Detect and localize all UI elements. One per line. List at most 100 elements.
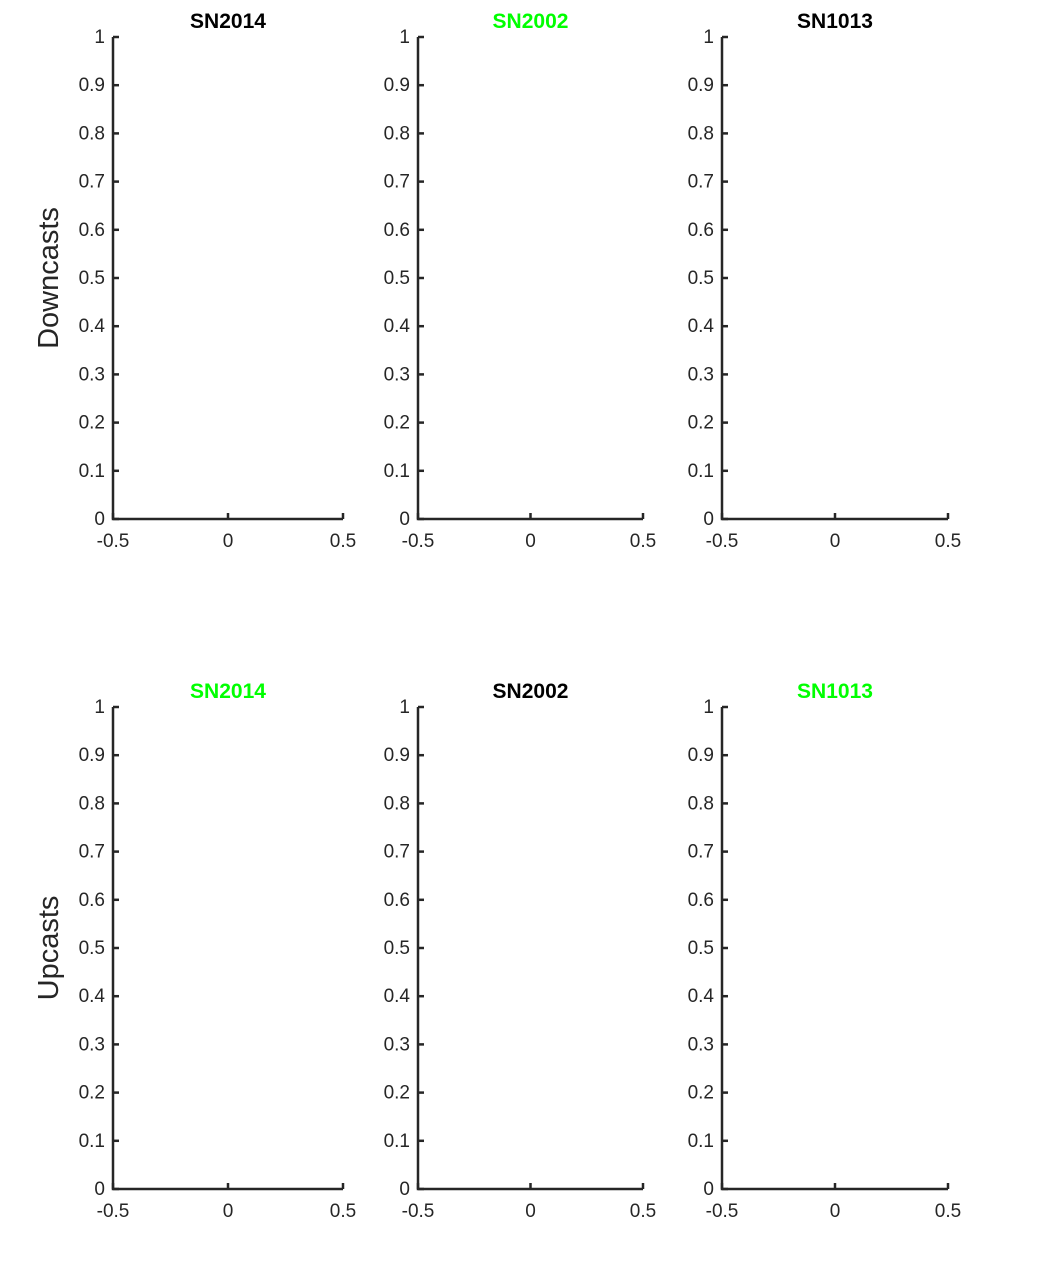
y-tick-label: 0.8 (384, 793, 410, 814)
y-tick-label: 1 (94, 697, 105, 718)
y-tick-label: 1 (399, 697, 410, 718)
y-tick-label: 0.2 (688, 1083, 714, 1104)
x-tick-label: 0 (830, 531, 841, 552)
y-tick-label: 0.3 (79, 364, 105, 385)
y-tick-label: 0.6 (384, 220, 410, 241)
y-tick-label: 0.2 (79, 1083, 105, 1104)
y-tick-label: 0.9 (79, 75, 105, 96)
y-tick-label: 0.3 (79, 1034, 105, 1055)
y-tick-label: 0.4 (79, 986, 106, 1007)
subplot-6: 00.10.20.30.40.50.60.70.80.91-0.5 0 0.5SN1… (688, 680, 962, 1222)
y-tick-label: 0.9 (384, 75, 410, 96)
y-tick-label: 0 (94, 509, 105, 530)
axis-spines (720, 707, 948, 1191)
x-tick-label: 0 (223, 1201, 234, 1222)
y-tick-label: 0.5 (688, 938, 714, 959)
subplot-title: SN1013 (797, 10, 873, 33)
y-tick-label: 0.1 (384, 1131, 410, 1152)
y-tick-label: 0.6 (384, 890, 410, 911)
x-tick-label: 0 (525, 1201, 536, 1222)
y-tick-label: 0.2 (384, 413, 410, 434)
y-tick-label: 0.5 (79, 268, 105, 289)
y-tick-label: 0.1 (688, 461, 714, 482)
y-tick-label: 0 (703, 1179, 714, 1200)
x-tick-label: -0.5 (97, 1201, 130, 1222)
y-tick-label: 1 (703, 697, 714, 718)
y-tick-label: 0 (703, 509, 714, 530)
y-tick-label: 0.5 (688, 268, 714, 289)
y-tick-label: 0.2 (384, 1083, 410, 1104)
y-tick-label: 0.6 (79, 220, 105, 241)
y-tick-label: 0 (399, 509, 410, 530)
x-tick-label: 0.5 (935, 1201, 961, 1222)
subplot-title: SN2002 (493, 10, 569, 33)
y-tick-label: 0 (399, 1179, 410, 1200)
y-tick-label: 0.8 (688, 123, 714, 144)
x-tick-label: -0.5 (706, 1201, 739, 1222)
y-tick-label: 0.3 (688, 1034, 714, 1055)
y-tick-label: 0.4 (79, 316, 106, 337)
subplot-3: 00.10.20.30.40.50.60.70.80.91-0.5 0 0.5SN1… (688, 10, 962, 552)
x-tick-label: 0.5 (630, 531, 656, 552)
subplot-2: 00.10.20.30.40.50.60.70.80.91-0.5 0 0.5SN2… (384, 10, 657, 552)
y-tick-label: 0.5 (79, 938, 105, 959)
y-tick-label: 1 (94, 27, 105, 48)
x-tick-label: 0.5 (330, 1201, 356, 1222)
axis-spines (416, 37, 643, 521)
y-tick-label: 0.7 (688, 842, 714, 863)
y-tick-label: 0.8 (79, 793, 105, 814)
row-label: Upcasts (33, 896, 65, 1001)
y-tick-label: 0.4 (384, 986, 411, 1007)
axis-spines (720, 37, 948, 521)
y-tick-label: 0.8 (384, 123, 410, 144)
y-tick-label: 0 (94, 1179, 105, 1200)
y-tick-label: 0.8 (79, 123, 105, 144)
subplot-1: 00.10.20.30.40.50.60.70.80.91-0.5 0 0.5SN2… (33, 10, 356, 552)
y-tick-label: 0.7 (79, 172, 105, 193)
subplot-title: SN1013 (797, 680, 873, 703)
x-tick-label: 0 (830, 1201, 841, 1222)
y-tick-label: 0.2 (79, 413, 105, 434)
y-tick-label: 0.6 (79, 890, 105, 911)
y-tick-label: 0.6 (688, 220, 714, 241)
y-tick-label: 0.4 (688, 986, 715, 1007)
y-tick-label: 0.9 (688, 75, 714, 96)
y-tick-label: 0.9 (688, 745, 714, 766)
y-tick-label: 0.5 (384, 938, 410, 959)
y-tick-label: 1 (703, 27, 714, 48)
subplot-4: 00.10.20.30.40.50.60.70.80.91-0.5 0 0.5SN2… (33, 680, 356, 1222)
y-tick-label: 0.3 (384, 1034, 410, 1055)
y-tick-label: 0.2 (688, 413, 714, 434)
y-tick-label: 0.6 (688, 890, 714, 911)
x-tick-label: -0.5 (402, 531, 435, 552)
y-tick-label: 0.9 (79, 745, 105, 766)
y-tick-label: 0.3 (688, 364, 714, 385)
y-tick-label: 0.3 (384, 364, 410, 385)
y-tick-label: 1 (399, 27, 410, 48)
subplot-title: SN2014 (190, 10, 266, 33)
axis-spines (111, 37, 343, 521)
y-tick-label: 0.5 (384, 268, 410, 289)
y-tick-label: 0.7 (384, 842, 410, 863)
y-tick-label: 0.8 (688, 793, 714, 814)
x-tick-label: -0.5 (706, 531, 739, 552)
y-tick-label: 0.1 (79, 1131, 105, 1152)
axis-spines (416, 707, 643, 1191)
y-tick-label: 0.7 (79, 842, 105, 863)
subplot-5: 00.10.20.30.40.50.60.70.80.91-0.5 0 0.5SN2… (384, 680, 657, 1222)
y-tick-label: 0.1 (384, 461, 410, 482)
y-tick-label: 0.4 (688, 316, 715, 337)
subplot-title: SN2014 (190, 680, 266, 703)
x-tick-label: 0 (525, 531, 536, 552)
x-tick-label: -0.5 (97, 531, 130, 552)
y-tick-label: 0.9 (384, 745, 410, 766)
y-tick-label: 0.7 (688, 172, 714, 193)
y-tick-label: 0.1 (688, 1131, 714, 1152)
x-tick-label: 0.5 (935, 531, 961, 552)
subplot-title: SN2002 (493, 680, 569, 703)
axis-spines (111, 707, 343, 1191)
y-tick-label: 0.1 (79, 461, 105, 482)
x-tick-label: 0.5 (630, 1201, 656, 1222)
x-tick-label: 0.5 (330, 531, 356, 552)
